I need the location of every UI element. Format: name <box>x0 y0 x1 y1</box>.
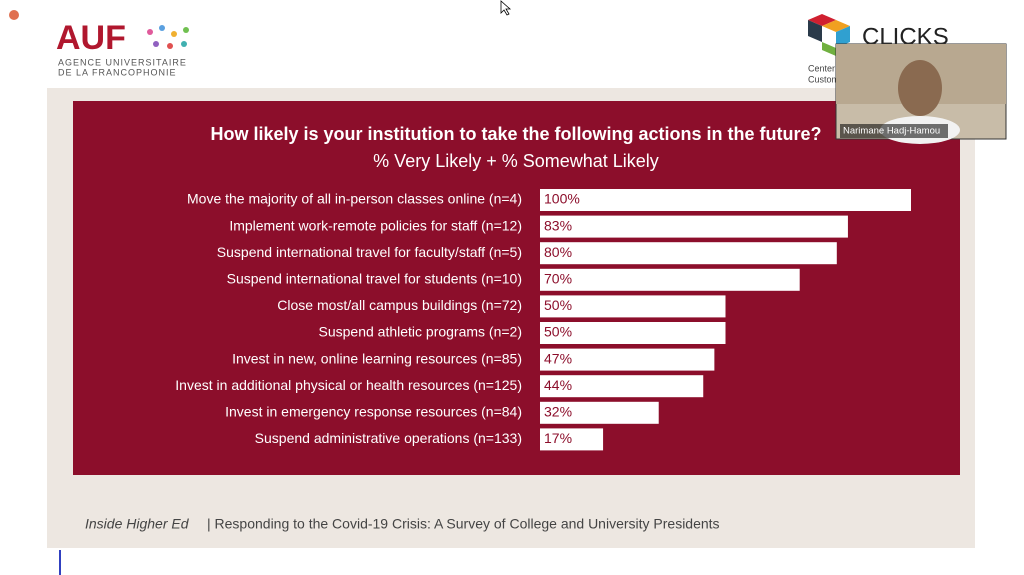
bar <box>540 348 715 371</box>
value-label: 50% <box>544 297 572 313</box>
video-tile[interactable]: Narimane Hadj-Hamou <box>835 43 1007 144</box>
bar <box>540 428 604 451</box>
category-label: Invest in additional physical or health … <box>175 377 522 393</box>
auf-logo: AUF <box>56 19 126 57</box>
value-label: 17% <box>544 430 572 446</box>
participant-silhouette <box>898 60 942 116</box>
category-label: Close most/all campus buildings (n=72) <box>277 297 522 313</box>
category-label: Suspend athletic programs (n=2) <box>319 324 523 340</box>
value-label: 83% <box>544 217 572 233</box>
chart-title: How likely is your institution to take t… <box>210 124 821 144</box>
category-label: Implement work-remote policies for staff… <box>229 217 522 233</box>
bar <box>540 375 704 398</box>
auf-subtitle: AGENCE UNIVERSITAIRE <box>58 57 187 67</box>
participant-name: Narimane Hadj-Hamou <box>843 126 940 137</box>
category-label: Suspend administrative operations (n=133… <box>255 430 522 446</box>
cursor-line <box>59 550 61 575</box>
category-label: Invest in new, online learning resources… <box>232 350 522 366</box>
source-publication: Inside Higher Ed <box>85 516 190 532</box>
value-label: 80% <box>544 244 572 260</box>
clicks-subtitle: Custom <box>808 74 839 84</box>
chart-subtitle: % Very Likely + % Somewhat Likely <box>373 151 659 171</box>
category-label: Invest in emergency response resources (… <box>225 404 522 420</box>
clicks-subtitle: Center <box>808 63 835 73</box>
bar <box>540 189 911 211</box>
name-badge <box>840 124 948 138</box>
bar <box>540 322 726 344</box>
category-label: Move the majority of all in-person class… <box>187 191 522 207</box>
chart-panel <box>73 101 960 475</box>
bar <box>540 215 848 238</box>
value-label: 47% <box>544 350 572 366</box>
record-icon <box>9 10 19 20</box>
value-label: 44% <box>544 377 572 393</box>
mouse-cursor <box>500 0 512 16</box>
auf-network-icon <box>147 25 189 49</box>
category-label: Suspend international travel for student… <box>227 271 522 287</box>
category-label: Suspend international travel for faculty… <box>217 244 522 260</box>
value-label: 70% <box>544 271 572 287</box>
value-label: 50% <box>544 324 572 340</box>
value-label: 100% <box>544 191 580 207</box>
bar-group: Move the majority of all in-person class… <box>175 189 911 451</box>
auf-subtitle: DE LA FRANCOPHONIE <box>58 67 177 77</box>
bar <box>540 242 837 265</box>
value-label: 32% <box>544 404 572 420</box>
clicks-cube-icon <box>808 14 850 56</box>
bar <box>540 295 726 318</box>
source-text: | Responding to the Covid-19 Crisis: A S… <box>207 516 720 532</box>
bar <box>540 268 800 291</box>
bar <box>540 401 659 424</box>
